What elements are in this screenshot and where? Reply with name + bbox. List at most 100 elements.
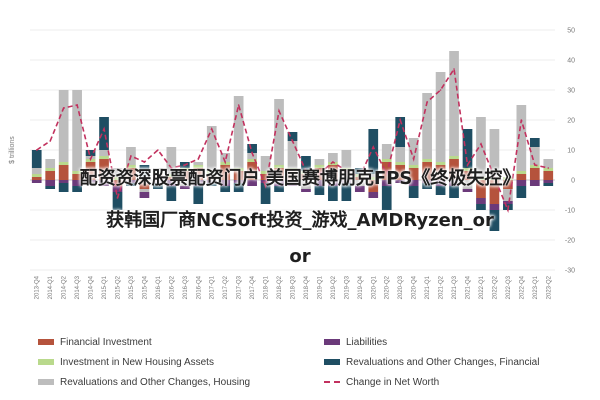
bar-segment [247,159,257,162]
bar-segment [287,171,298,180]
bar-segment [516,105,527,171]
bar-segment [516,180,527,186]
x-tick-label: 2021-Q3 [452,275,458,299]
bar-segment [341,171,352,180]
x-tick-label: 2015-Q4 [142,275,148,299]
bar-segment [529,180,540,186]
bar-segment [489,204,500,210]
bar-segment [233,168,244,171]
bar-segment [368,129,379,174]
x-tick-label: 2022-Q2 [492,275,498,299]
bar-segment [99,159,109,180]
bar-segment [139,180,150,189]
x-tick-label: 2014-Q3 [75,275,81,299]
bar-segment [220,165,231,180]
bar-segment [435,162,446,165]
bar-segment [354,177,365,180]
y-tick-label: 10 [567,148,575,155]
bar-segment [422,93,432,159]
bar-segment [449,180,459,186]
net-worth-point [89,158,92,160]
bar-segment [206,126,217,171]
bar-segment [31,177,42,180]
bar-segment [247,153,257,159]
bar-segment [153,174,163,180]
legend-label: Financial Investment [60,336,152,348]
bar-segment [395,165,406,180]
chart-legend: Financial Investment Investment in New H… [38,330,598,392]
net-worth-point [264,185,267,187]
x-tick-label: 2019-Q2 [331,275,337,299]
bar-segment [543,171,554,180]
x-tick-label: 2017-Q4 [250,275,256,299]
bar-segment [126,180,136,183]
net-worth-point [453,68,455,70]
bar-segment [408,168,419,180]
bar-segment [435,72,446,162]
bar-segment [395,162,406,165]
bar-segment [341,180,352,183]
y-tick-label: 20 [567,118,575,125]
bar-segment [354,168,365,174]
x-tick-label: 2015-Q2 [116,275,122,299]
bar-segment [543,183,554,186]
bar-segment [408,138,419,165]
net-worth-point [210,128,213,130]
net-worth-point [278,110,280,112]
bar-segment [449,159,459,180]
legend-reval-housing: Revaluations and Other Changes, Housing [38,375,250,389]
x-tick-label: 2019-Q3 [344,275,350,299]
bar-segment [153,171,163,174]
x-tick-label: 2014-Q2 [62,275,68,299]
x-tick-label: 2023-Q1 [533,275,539,299]
bar-segment [166,186,177,201]
bar-segment [112,180,123,186]
bar-segment [489,177,500,180]
net-worth-point [399,119,401,121]
bar-segment [408,165,419,168]
bar-segment [462,129,473,168]
bar-segment [85,150,96,156]
bar-segment [435,180,446,186]
bar-segment [314,165,325,168]
bar-segment [99,150,109,156]
bar-segment [476,198,486,204]
bar-segment [179,180,190,186]
bar-segment [287,141,298,168]
bar-segment [368,174,379,177]
net-worth-point [345,170,348,172]
net-worth-point [318,173,321,175]
bar-segment [301,189,311,192]
x-tick-label: 2018-Q3 [291,275,297,299]
bar-segment [395,147,406,162]
bar-segment [72,180,82,186]
bar-segment [381,144,392,159]
x-tick-label: 2020-Q2 [385,275,391,299]
bar-segment [99,156,109,159]
bar-segment [220,186,231,192]
bar-segment [462,168,473,171]
bar-segment [72,90,82,171]
bar-segment [274,180,284,186]
bar-segment [72,186,82,192]
bar-segment [206,180,217,183]
net-worth-point [291,140,294,142]
x-tick-label: 2019-Q1 [317,275,323,299]
bar-segment [422,183,432,189]
x-tick-label: 2017-Q2 [223,275,229,299]
overlay-text-line-2: 获韩国厂商NCSoft投资_游戏_AMDRyzen_or [106,210,494,231]
legend-net-worth: Change in Net Worth [324,375,439,389]
bar-segment [368,192,379,198]
bar-segment [516,171,527,174]
x-tick-label: 2021-Q1 [425,275,431,299]
bar-segment [153,168,163,171]
bar-segment [193,168,204,180]
bar-segment [408,186,419,198]
x-tick-label: 2016-Q2 [169,275,175,299]
bar-segment [260,174,271,180]
bar-segment [422,159,432,162]
bar-segment [58,165,69,180]
bar-segment [166,147,177,174]
bar-segment [341,183,352,201]
bar-segment [489,129,500,177]
